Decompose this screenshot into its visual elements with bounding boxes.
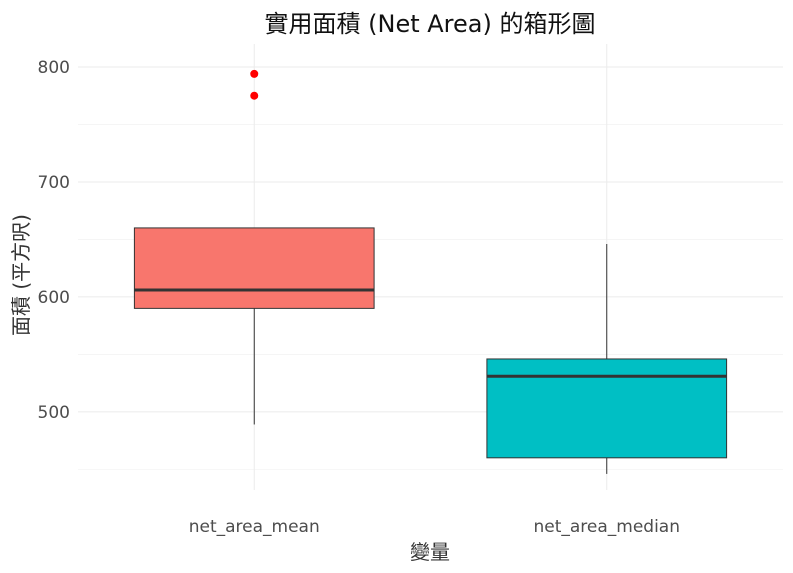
y-tick-label: 500 (38, 403, 70, 423)
box-net_area_median (486, 244, 728, 474)
x-axis-title: 變量 (410, 540, 450, 564)
box-net_area_mean (133, 69, 375, 425)
y-axis-title: 面積 (平方呎) (9, 214, 33, 336)
x-tick-label: net_area_median (533, 517, 680, 537)
chart-title: 實用面積 (Net Area) 的箱形圖 (265, 10, 596, 38)
box-iqr (133, 227, 375, 309)
y-tick-label: 600 (38, 288, 70, 308)
boxes (133, 69, 728, 474)
y-axis-ticks: 500 600 700 800 (38, 58, 70, 423)
y-tick-label: 800 (38, 58, 70, 78)
x-tick-label: net_area_mean (189, 517, 320, 537)
box-iqr (486, 358, 728, 459)
x-axis-ticks: net_area_mean net_area_median (189, 517, 680, 537)
y-tick-label: 700 (38, 173, 70, 193)
outlier-point (250, 91, 259, 100)
outlier-point (250, 69, 259, 78)
